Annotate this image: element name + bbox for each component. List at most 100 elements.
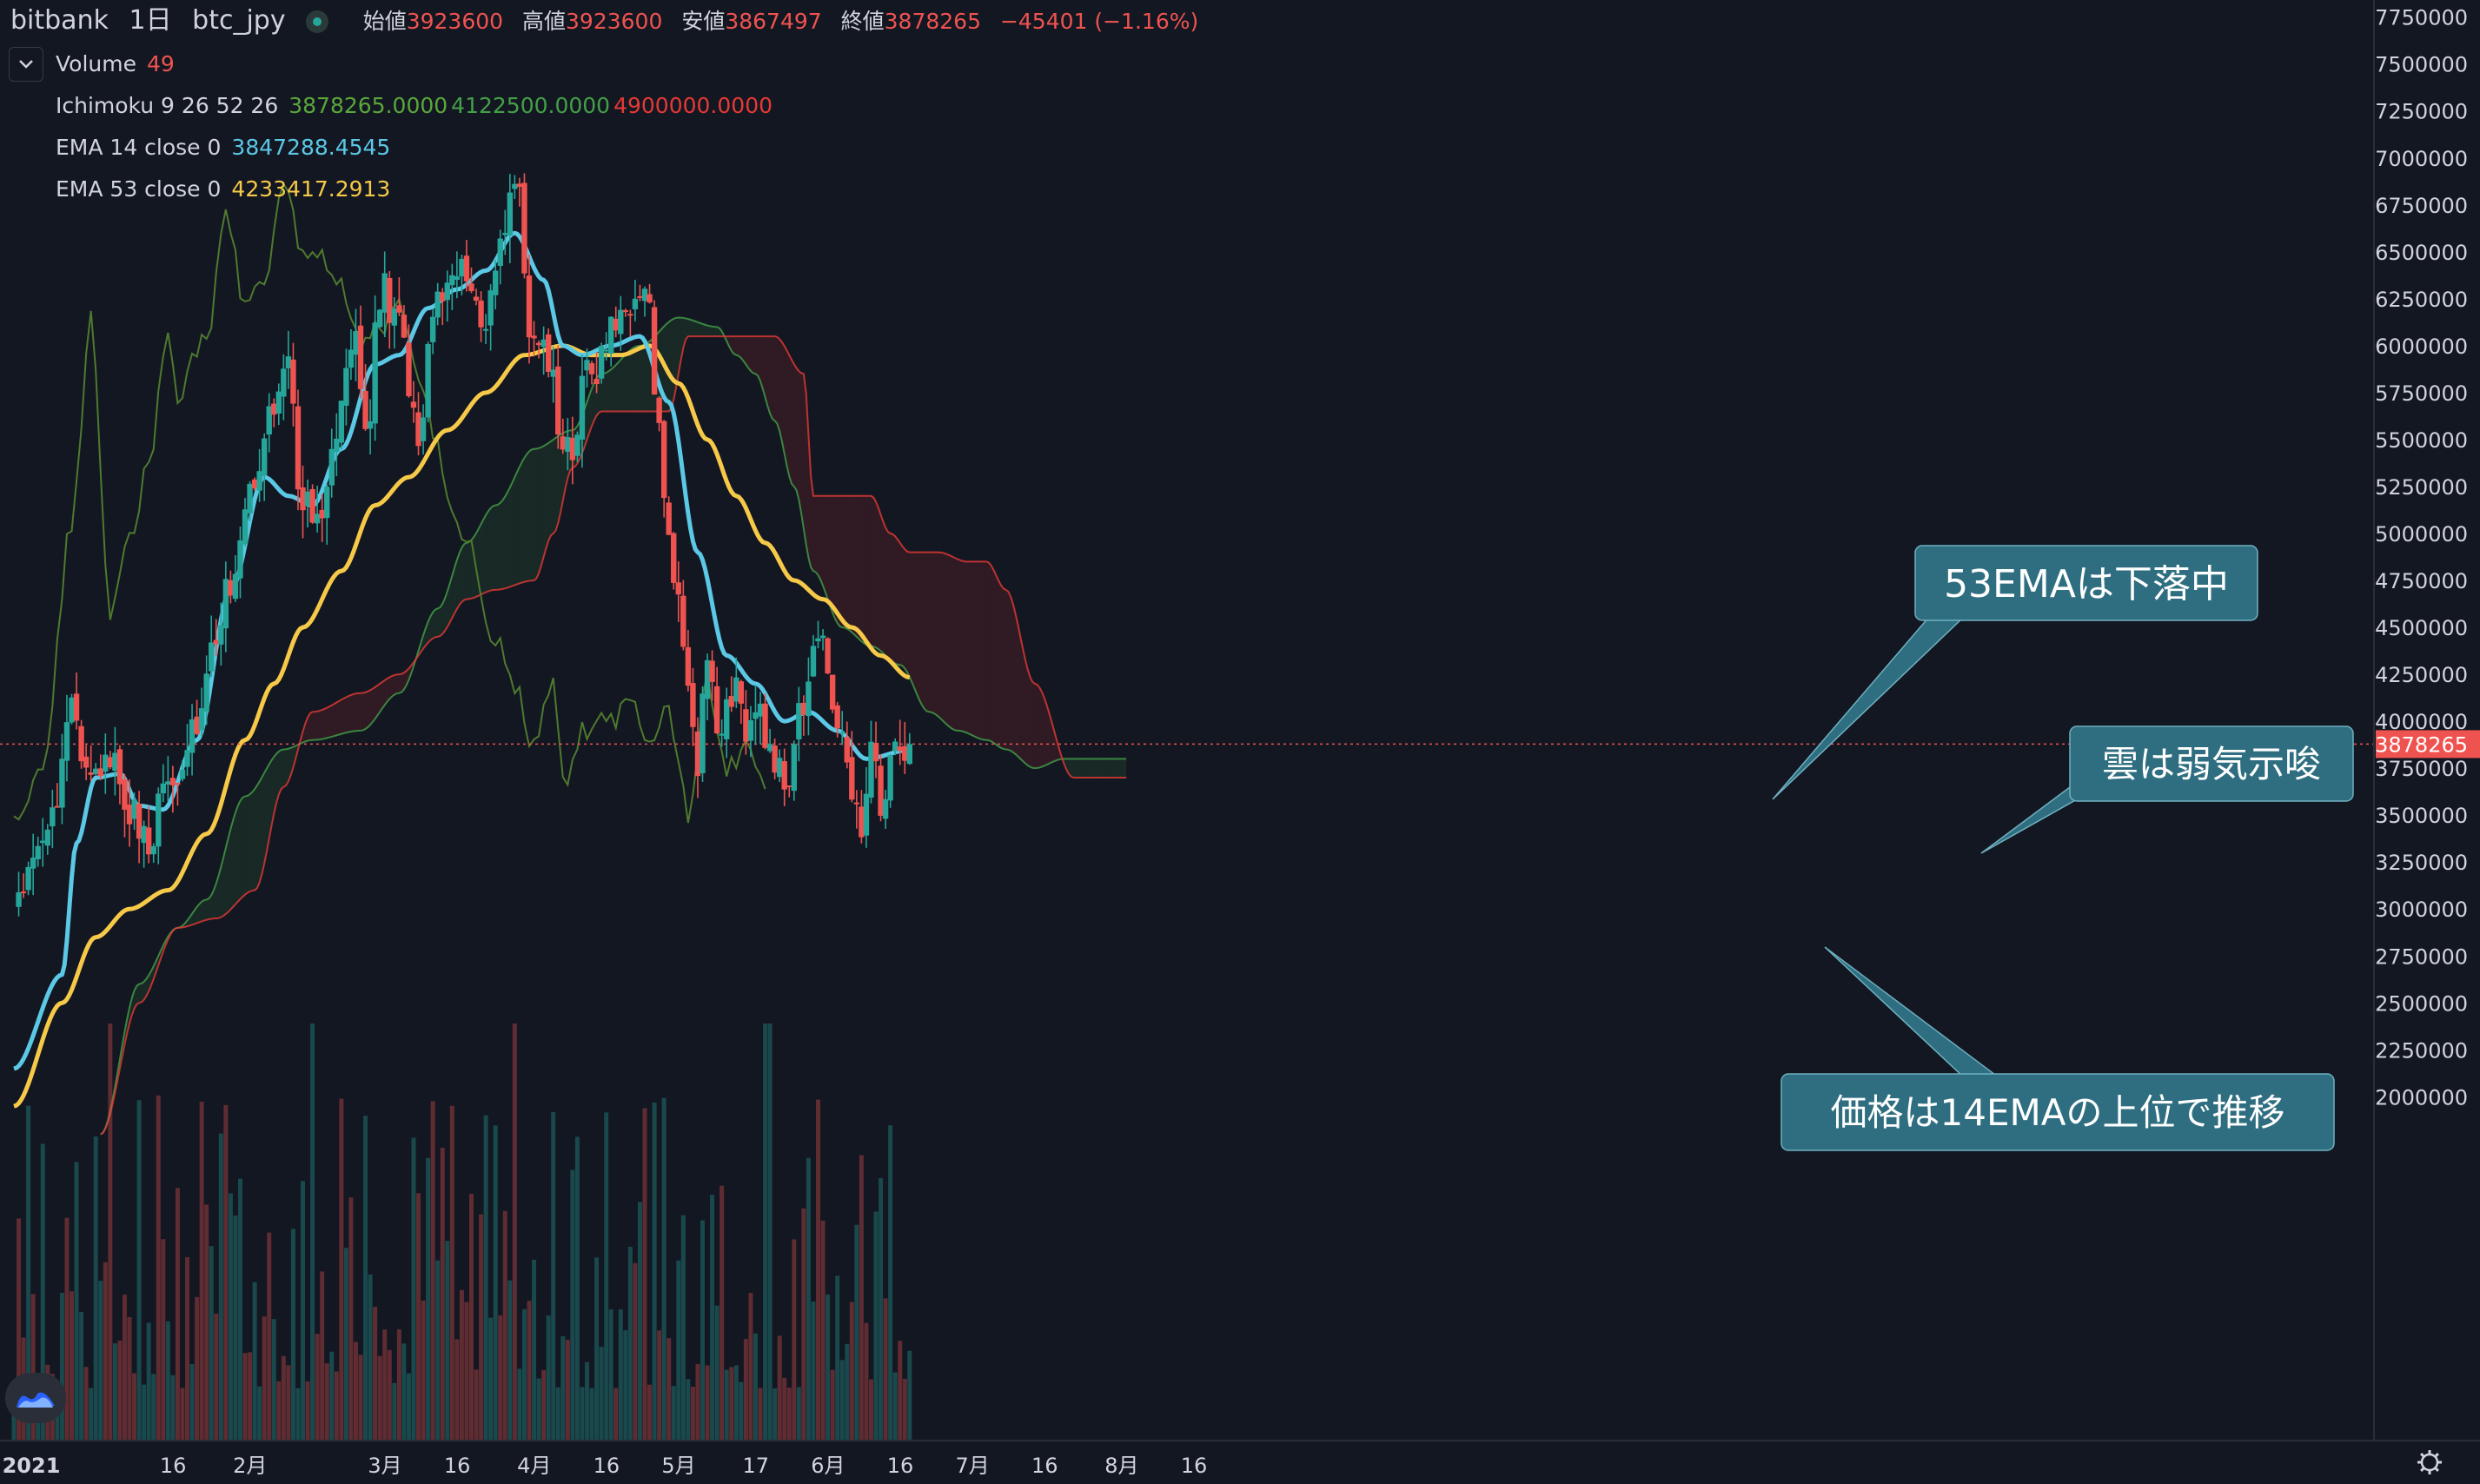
cloud-segment — [793, 364, 797, 491]
cloud-segment — [917, 552, 919, 700]
cloud-segment — [755, 336, 759, 376]
cloud-segment — [931, 552, 934, 713]
cloud-segment — [633, 347, 635, 412]
cloud-segment — [365, 691, 368, 730]
volume-bar — [454, 1339, 460, 1441]
cloud-segment — [871, 495, 874, 647]
price-tick-label: 5000000 — [2375, 522, 2468, 547]
candle — [410, 381, 417, 423]
legend-volume[interactable]: Volume 49 — [56, 47, 185, 82]
candle — [700, 686, 706, 782]
candle — [30, 833, 36, 896]
cloud-segment — [981, 561, 985, 740]
exchange-name[interactable]: bitbank — [10, 5, 109, 36]
candle — [632, 280, 639, 321]
candle — [733, 657, 739, 708]
tradingview-logo-icon[interactable] — [5, 1373, 66, 1423]
cloud-segment — [278, 750, 282, 795]
annotation-cloud[interactable]: 雲は弱気示唆 — [1980, 725, 2354, 854]
cloud-segment — [690, 319, 693, 337]
cloud-segment — [339, 699, 341, 735]
cloud-segment — [235, 805, 238, 904]
volume-bar — [348, 1197, 354, 1441]
cloud-segment — [223, 848, 226, 917]
legend-ema14[interactable]: EMA 14 close 0 3847288.4545 — [56, 130, 401, 165]
legend-ema53[interactable]: EMA 53 close 0 4233417.2913 — [56, 172, 401, 207]
candle-body — [203, 673, 209, 712]
volume-bar — [310, 1024, 315, 1441]
cloud-segment — [372, 686, 375, 722]
candle-body — [473, 296, 480, 301]
candle-body — [593, 379, 600, 385]
last-price-badge — [2376, 730, 2480, 759]
candle — [198, 687, 205, 737]
candle — [800, 695, 807, 736]
cloud-segment — [505, 492, 508, 589]
candle — [815, 620, 821, 649]
candle — [73, 672, 80, 730]
volume-bar — [295, 1388, 301, 1441]
cloud-segment — [731, 336, 734, 354]
high-value: 3923600 — [566, 9, 663, 34]
symbol-name[interactable]: btc_jpy — [192, 5, 286, 36]
price-tick-label: 4750000 — [2375, 569, 2468, 593]
candle-body — [781, 761, 787, 790]
collapse-legend-button[interactable] — [9, 47, 43, 82]
annotation-ema53[interactable]: 53EMAは下落中 — [1772, 545, 2258, 800]
volume-bar — [373, 1307, 378, 1441]
plot-area[interactable] — [0, 0, 2374, 1441]
cloud-segment — [348, 694, 351, 732]
interval-label[interactable]: 1日 — [129, 5, 172, 36]
cloud-segment — [423, 628, 426, 649]
cloud-segment — [811, 476, 813, 572]
cloud-segment — [895, 536, 898, 665]
candle — [878, 754, 884, 822]
candle — [247, 480, 253, 521]
volume-bar — [26, 1105, 31, 1441]
cloud-segment — [368, 690, 371, 727]
cloud-segment — [686, 318, 688, 340]
price-tick-label: 2000000 — [2375, 1085, 2468, 1110]
candle — [261, 433, 268, 501]
gear-icon[interactable] — [2417, 1450, 2442, 1474]
cloud-segment — [820, 495, 824, 586]
cloud-segment — [1109, 759, 1112, 778]
volume-bar — [680, 1215, 686, 1441]
candle-body — [719, 733, 725, 736]
cloud-segment — [1114, 759, 1117, 778]
cloud-segment — [399, 673, 402, 693]
cloud-segment — [487, 507, 491, 592]
volume-bar — [879, 1177, 884, 1441]
candle — [757, 692, 764, 745]
price-tick-label: 4500000 — [2375, 616, 2468, 640]
candle — [719, 719, 725, 747]
legend-ichimoku[interactable]: Ichimoku 9 26 52 26 3878265.0000 4122500.0… — [56, 89, 783, 123]
cloud-segment — [255, 785, 257, 891]
candle-body — [627, 314, 633, 316]
volume-bar — [40, 1143, 45, 1441]
candle-body — [103, 754, 109, 772]
candle-body — [834, 705, 840, 729]
candle — [290, 342, 296, 427]
candle — [131, 792, 137, 831]
volume-bar — [868, 1379, 873, 1441]
candle — [598, 342, 605, 384]
volume-bar — [892, 1372, 898, 1441]
volume-bar — [108, 1024, 113, 1441]
volume-bar — [468, 1194, 474, 1441]
cloud-segment — [456, 553, 460, 609]
candle — [175, 783, 181, 806]
time-tick-label: 16 — [444, 1454, 471, 1478]
cloud-segment — [986, 561, 990, 741]
change-value: −45401 (−1.16%) — [999, 9, 1199, 34]
candle — [304, 479, 311, 528]
cloud-segment — [993, 570, 997, 745]
annotation-price[interactable]: 価格は14EMAの上位で推移 — [1780, 946, 2335, 1151]
cloud-segment — [519, 461, 522, 584]
cloud-segment — [753, 336, 756, 374]
volume-bar — [839, 1360, 845, 1441]
candle-body — [656, 397, 662, 423]
volume-bar — [353, 1342, 358, 1441]
cloud-segment — [830, 495, 833, 613]
